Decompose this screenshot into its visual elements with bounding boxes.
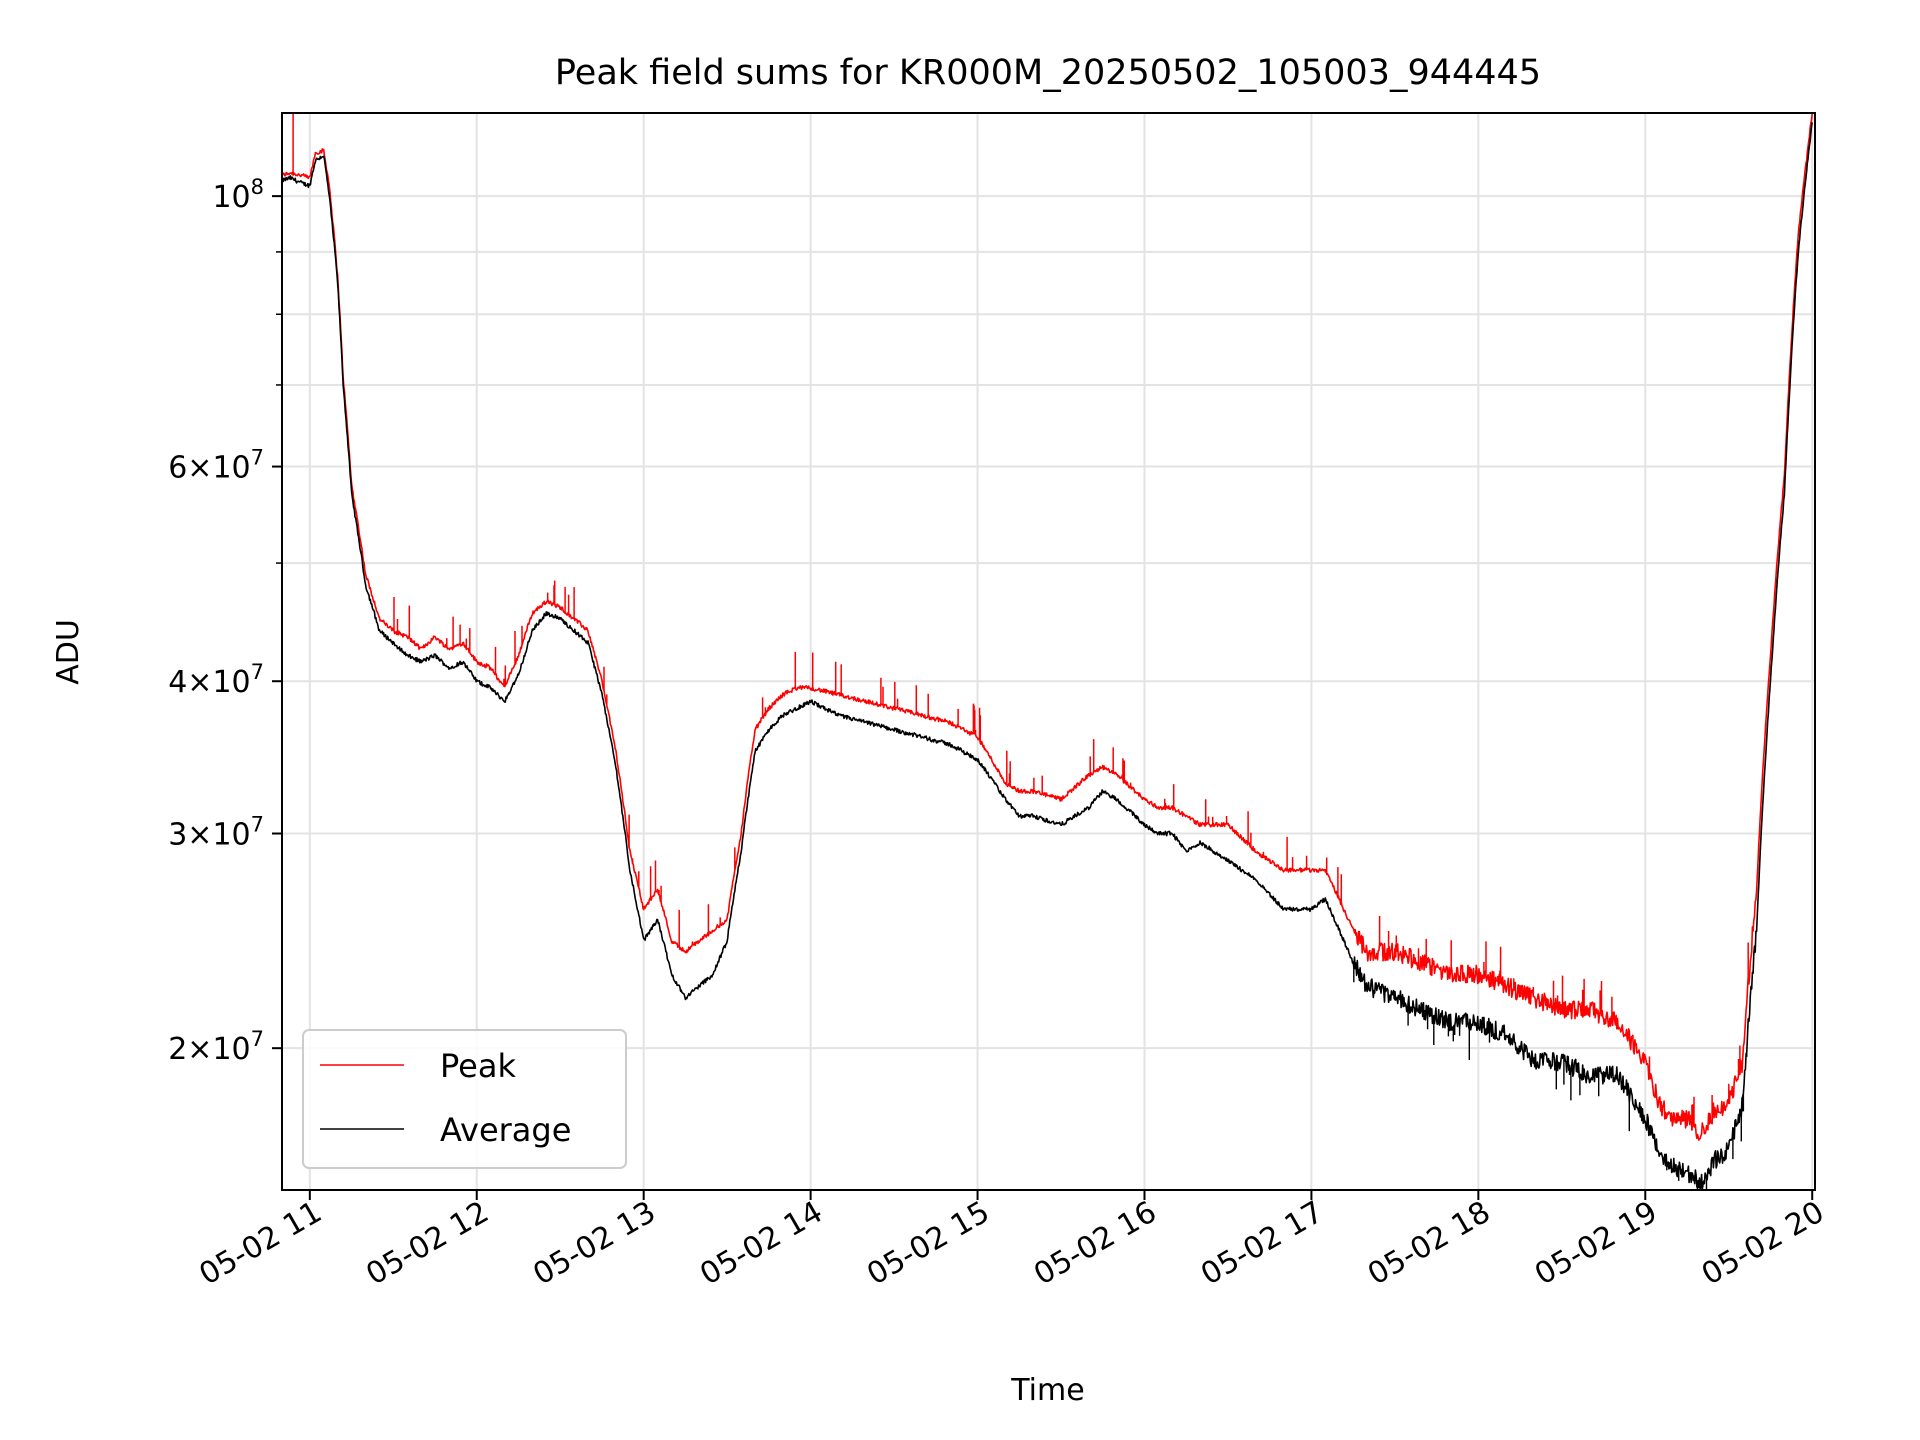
legend-average-label: Average (440, 1111, 571, 1149)
chart-title: Peak field sums for KR000M_20250502_1050… (555, 53, 1541, 93)
y-tick-label: 4×107 (168, 660, 264, 700)
series-peak-line (282, 113, 1813, 1141)
series-average-line (282, 122, 1813, 1190)
plot-frame (281, 112, 1816, 1191)
y-tick-label: 6×107 (168, 446, 264, 486)
legend-peak-label: Peak (440, 1047, 516, 1085)
series-peak-spikes (292, 113, 1767, 1131)
x-tick-label: 05-02 19 (1529, 1195, 1663, 1293)
x-tick-label: 05-02 14 (694, 1195, 828, 1293)
grid-lines (282, 113, 1815, 1190)
x-tick-label: 05-02 16 (1028, 1195, 1162, 1293)
x-tick-label: 05-02 15 (861, 1195, 995, 1293)
x-tick-label: 05-02 11 (194, 1195, 328, 1293)
x-tick-label: 05-02 12 (360, 1195, 494, 1293)
x-axis: 05-02 11 05-02 12 05-02 13 05-02 14 05-02 15… (194, 1190, 1830, 1293)
legend: Peak Average (302, 1029, 627, 1169)
x-tick-label: 05-02 20 (1696, 1195, 1830, 1293)
x-tick-label: 05-02 13 (527, 1195, 661, 1293)
x-tick-label: 05-02 17 (1195, 1195, 1329, 1293)
y-tick-label: 2×107 (168, 1027, 264, 1067)
y-axis: 108 6×107 4×107 3×107 2×107 (168, 175, 282, 1067)
y-tick-label: 108 (212, 175, 264, 215)
x-tick-label: 05-02 18 (1362, 1195, 1496, 1293)
y-axis-label: ADU (51, 619, 86, 685)
y-tick-label: 3×107 (168, 813, 264, 853)
x-axis-label: Time (1010, 1373, 1084, 1408)
